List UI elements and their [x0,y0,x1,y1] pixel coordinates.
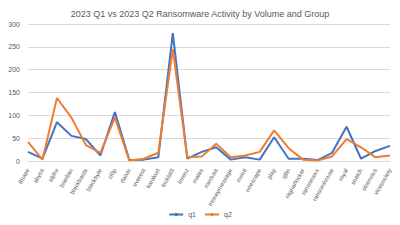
svg-text:qilin: qilin [281,167,292,179]
svg-text:cl0p: cl0p [107,167,118,180]
svg-text:moneymessage: moneymessage [207,167,234,207]
svg-text:150: 150 [8,89,20,96]
svg-text:100: 100 [8,112,20,119]
svg-text:royal: royal [337,167,349,181]
svg-text:8base: 8base [17,167,31,185]
svg-text:lockbit3: lockbit3 [160,167,176,188]
svg-text:bianlian: bianlian [59,167,75,188]
svg-text:blackbasta: blackbasta [69,167,89,195]
svg-text:2023 Q1 vs 2023 Q2 Ransomware: 2023 Q1 vs 2023 Q2 Ransomware Activity b… [71,9,330,19]
svg-text:karakurt: karakurt [145,167,161,189]
svg-text:daixin: daixin [119,167,132,184]
svg-text:0: 0 [16,158,20,165]
svg-text:q2: q2 [224,211,232,219]
svg-text:300: 300 [8,21,20,28]
svg-text:lorenz: lorenz [177,167,190,184]
svg-text:50: 50 [12,135,20,142]
svg-text:ransomhouse: ransomhouse [311,167,335,202]
svg-text:blackbyte: blackbyte [85,167,103,192]
svg-text:250: 250 [8,43,20,50]
svg-text:vicesociety: vicesociety [373,167,393,195]
svg-text:play: play [266,167,277,180]
svg-text:alphv: alphv [47,167,59,182]
svg-text:monti: monti [235,167,248,183]
svg-text:everest: everest [131,167,146,187]
svg-text:snatch: snatch [350,167,364,185]
svg-text:malas: malas [191,167,204,184]
svg-text:200: 200 [8,66,20,73]
svg-text:ragnarlocker: ragnarlocker [283,167,306,200]
svg-text:abyss: abyss [32,167,45,184]
svg-text:medusa: medusa [203,167,219,189]
svg-text:stormous: stormous [360,167,379,192]
svg-text:ransomexx: ransomexx [300,167,321,196]
svg-text:noescape: noescape [244,167,263,193]
svg-text:q1: q1 [188,211,196,219]
